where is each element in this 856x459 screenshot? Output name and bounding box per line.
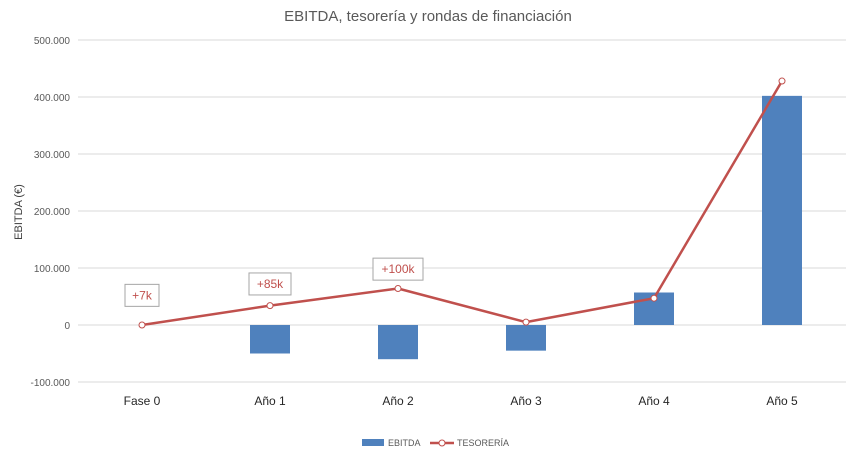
ebitda-bar [250,325,290,354]
tesoreria-point [138,321,146,329]
x-tick-label: Año 5 [766,394,798,408]
ebitda-bar [506,325,546,351]
legend-label-ebitda: EBITDA [388,438,421,448]
y-tick-label: 300.000 [34,150,71,161]
legend: EBITDA TESORERÍA [362,438,509,448]
x-tick-label: Año 4 [638,394,670,408]
x-tick-label: Año 2 [382,394,414,408]
ebitda-bar [378,325,418,360]
tesoreria-point [778,77,786,85]
ebitda-bars [250,95,802,360]
x-tick-label: Fase 0 [124,394,161,408]
chart-title: EBITDA, tesorería y rondas de financiaci… [284,8,572,25]
y-tick-label: 100.000 [34,264,71,275]
y-tick-label: -100.000 [31,378,71,389]
annotation-box [124,283,160,307]
y-tick-label: 200.000 [34,207,71,218]
tesoreria-point [522,318,530,326]
ebitda-bar [762,95,802,325]
y-tick-label: 500.000 [34,36,71,47]
y-tick-label: 0 [64,321,70,332]
annotation-label: +100k [381,262,415,276]
tesoreria-point [650,294,658,302]
x-tick-label: Año 3 [510,394,542,408]
x-tick-labels: Fase 0 Año 1 Año 2 Año 3 Año 4 Año 5 [124,394,798,408]
tesoreria-line-path [141,80,784,327]
tesoreria-point [394,285,402,293]
legend-swatch-ebitda [362,439,384,446]
gridlines [78,39,846,383]
tesoreria-point [266,302,274,310]
y-axis-label: EBITDA (€) [13,184,25,240]
annotation-label: +85k [257,277,284,291]
legend-label-tesoreria: TESORERÍA [457,438,509,448]
annotation-box [248,272,292,296]
annotations: +7k +85k +100k [124,257,424,307]
y-tick-labels: -100.000 0 100.000 200.000 300.000 400.000 500… [31,36,71,389]
tesoreria-line [138,77,786,329]
annotation-label: +7k [132,288,153,302]
annotation-box [372,257,424,281]
legend-marker-tesoreria [438,439,446,447]
y-tick-label: 400.000 [34,93,71,104]
x-tick-label: Año 1 [254,394,286,408]
